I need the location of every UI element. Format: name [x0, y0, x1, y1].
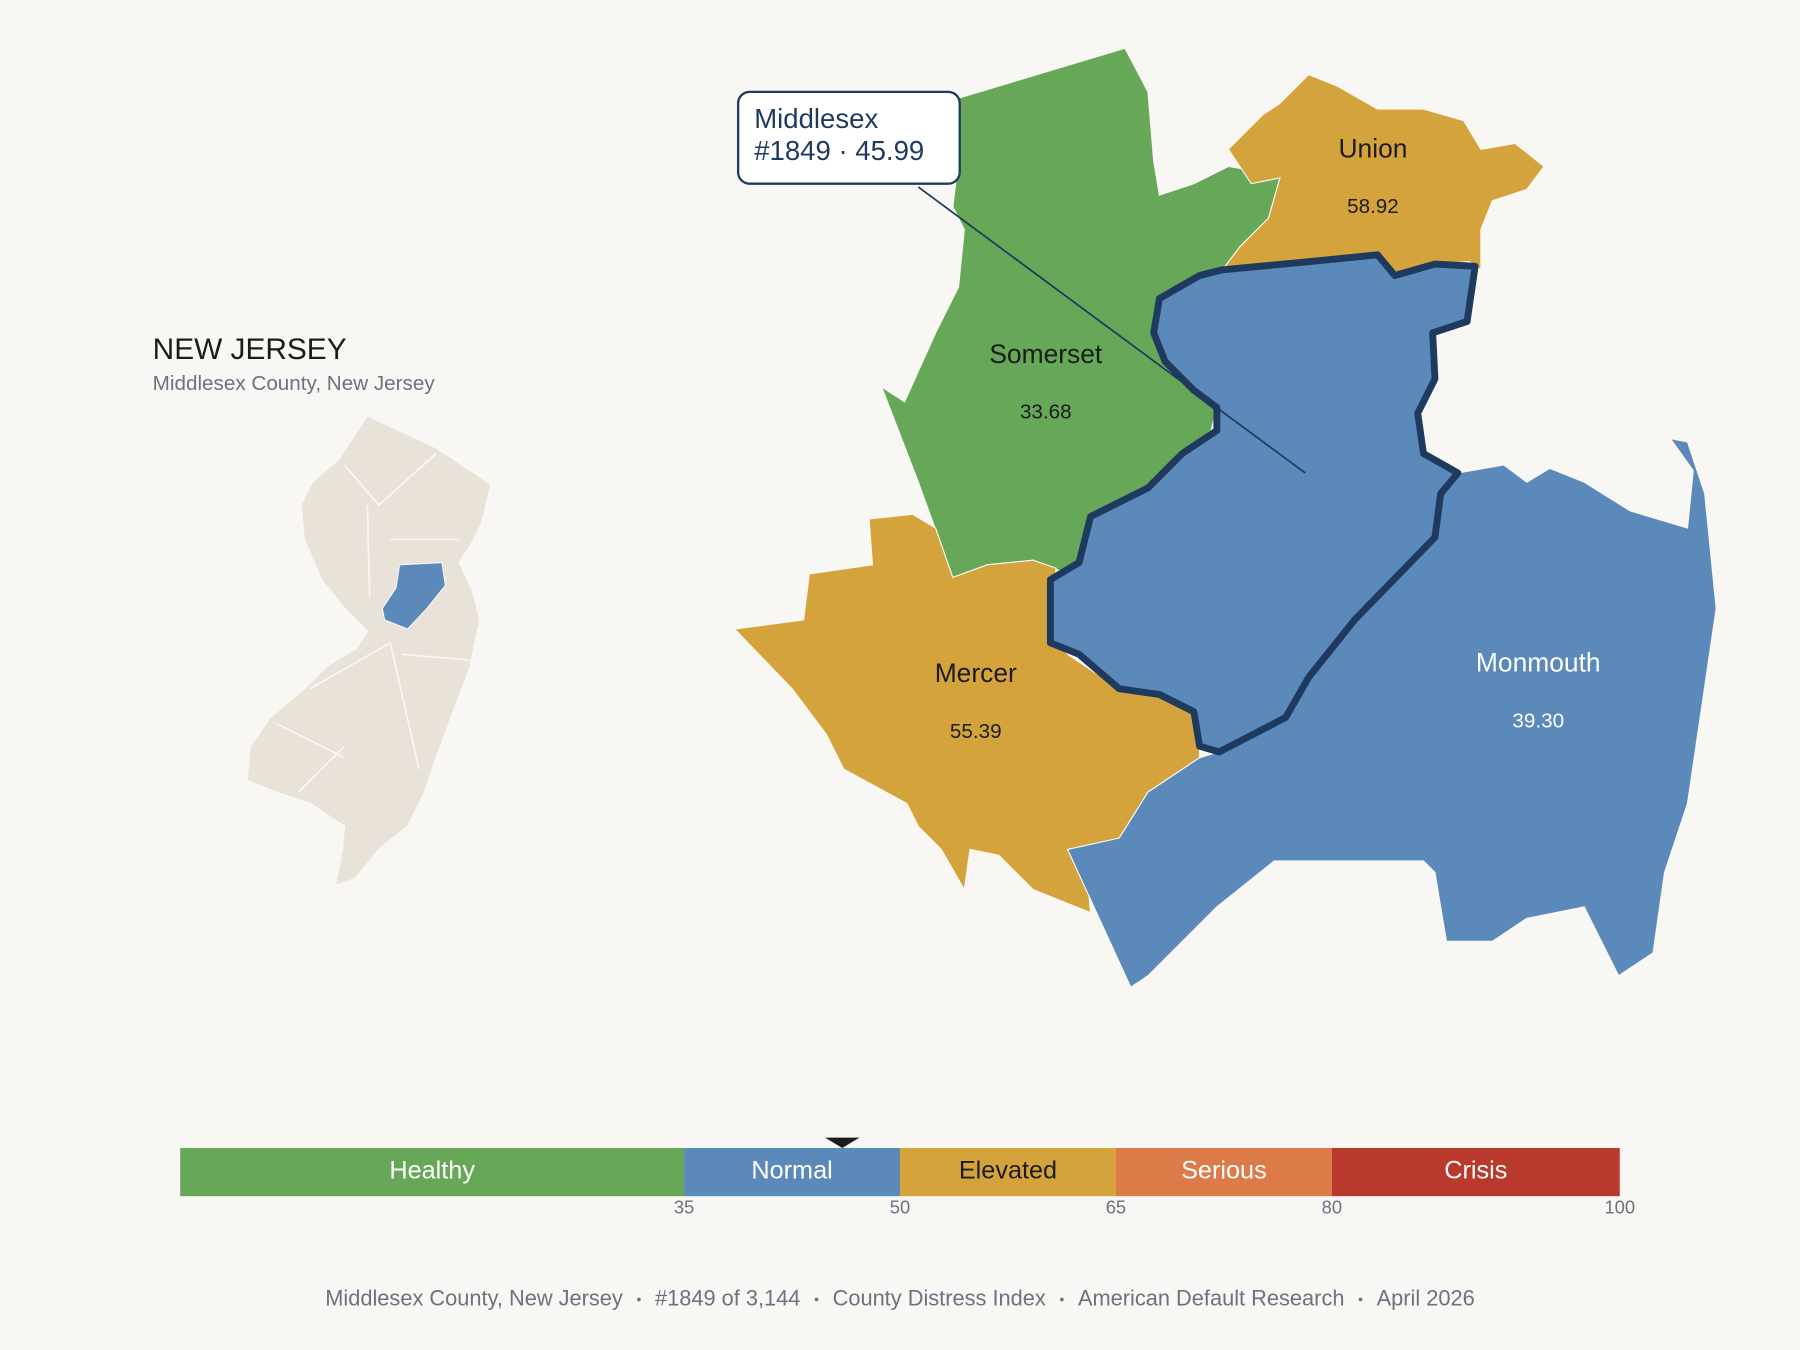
footer-text: #1849 of 3,144 [655, 1285, 800, 1310]
footer-text: April 2026 [1377, 1285, 1475, 1310]
county-value: 58.92 [1347, 195, 1399, 218]
scale-band [684, 1147, 900, 1197]
footer-text: American Default Research [1078, 1285, 1345, 1310]
subtitle: Middlesex County, New Jersey [153, 372, 436, 395]
value-marker [825, 1137, 860, 1148]
county-value: 39.30 [1512, 710, 1564, 733]
counties: Somerset 33.68 Union 58.92 Mercer 55.39 Monmou… [733, 47, 1717, 989]
state-outline [245, 414, 493, 888]
footer-separator [814, 1297, 819, 1302]
scale-band [1115, 1147, 1332, 1197]
tick-label: 35 [674, 1197, 694, 1218]
county-name: Mercer [935, 658, 1017, 688]
scale-band [900, 1147, 1116, 1197]
footer-separator [1060, 1297, 1064, 1302]
county-name: Union [1338, 133, 1407, 163]
footer-separator [637, 1297, 641, 1302]
callout-name: Middlesex [754, 103, 878, 134]
callout-box [736, 90, 961, 185]
callout-rank: #1849 · 45.99 [754, 135, 924, 166]
band-label: Crisis [1444, 1157, 1507, 1185]
band-label: Healthy [389, 1157, 475, 1185]
county-value: 55.39 [950, 720, 1002, 743]
minimap-highlight [381, 561, 447, 630]
county-name: Monmouth [1476, 648, 1601, 678]
scale-band [1331, 1147, 1620, 1197]
tick-label: 80 [1322, 1197, 1342, 1218]
callout-leader [917, 186, 1306, 474]
band-label: Elevated [959, 1157, 1057, 1185]
band-label: Serious [1181, 1157, 1267, 1185]
tick-label: 65 [1106, 1197, 1126, 1218]
county-value: 33.68 [1020, 401, 1072, 424]
county-borders [275, 452, 471, 793]
distress-scale: Healthy Normal Elevated Serious Crisis 35 50 65… [180, 1137, 1635, 1218]
scale-band [180, 1147, 685, 1197]
tick-label: 50 [890, 1197, 910, 1218]
state-minimap [245, 414, 493, 888]
footer-text: Middlesex County, New Jersey [325, 1285, 623, 1310]
county-name: Somerset [989, 339, 1103, 369]
footer-text: County Distress Index [833, 1285, 1046, 1310]
county-shape[interactable] [1221, 73, 1545, 277]
footer-separator [1358, 1297, 1363, 1302]
tick-label: 100 [1604, 1197, 1635, 1218]
state-title: NEW JERSEY [153, 333, 347, 366]
footer: Middlesex County, New Jersey #1849 of 3,1… [325, 1285, 1475, 1310]
band-label: Normal [751, 1157, 832, 1185]
